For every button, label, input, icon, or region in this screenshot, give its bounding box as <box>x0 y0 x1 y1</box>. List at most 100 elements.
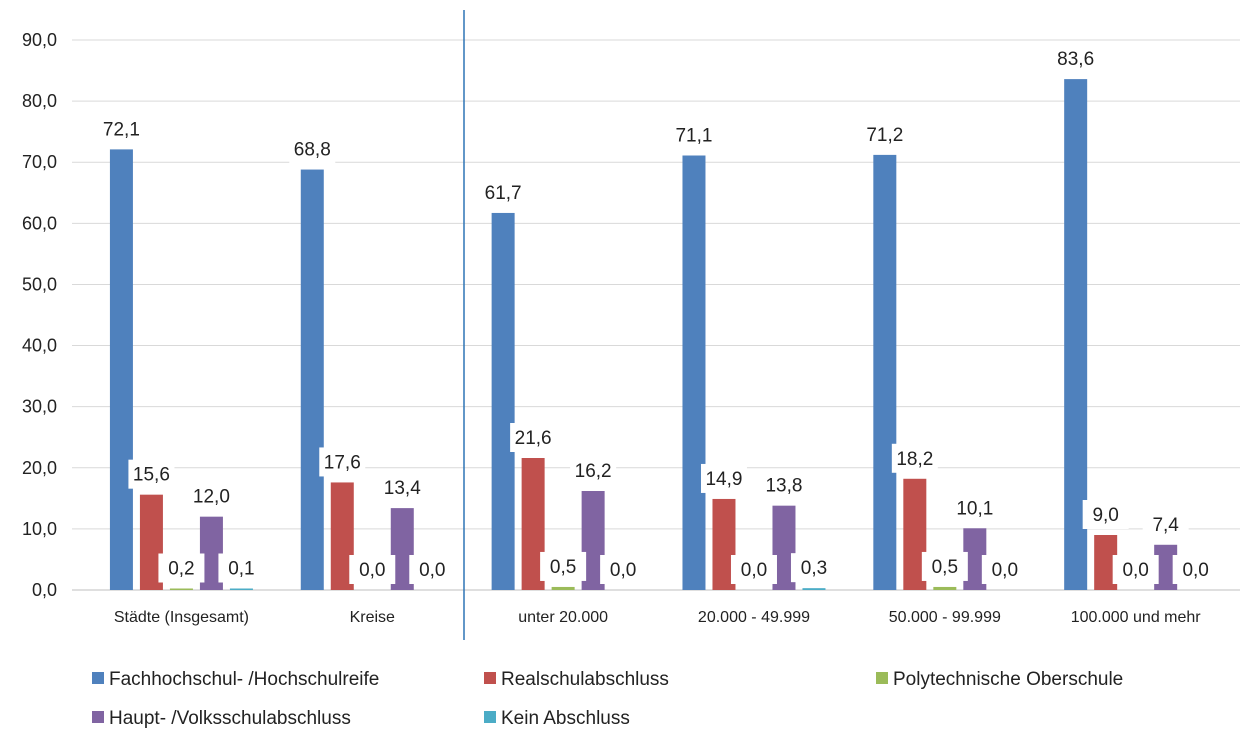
bar <box>802 588 826 590</box>
bar <box>491 212 515 590</box>
data-label-bg <box>1142 509 1189 539</box>
bar <box>229 588 253 590</box>
x-category-label: 20.000 - 49.999 <box>698 609 810 626</box>
bar <box>1094 535 1118 590</box>
legend-swatch <box>484 711 496 723</box>
y-tick-label: 50,0 <box>22 274 57 294</box>
data-label-bg <box>480 177 527 207</box>
data-label: 16,2 <box>575 461 612 482</box>
legend-swatch <box>484 672 496 684</box>
data-label: 0,0 <box>1182 560 1208 581</box>
data-label-bg <box>158 553 205 583</box>
data-label-bg <box>600 555 647 584</box>
legend-swatch <box>92 672 104 684</box>
bar <box>581 491 605 590</box>
data-label: 0,0 <box>359 560 385 581</box>
data-label: 17,6 <box>324 452 361 473</box>
data-label: 13,4 <box>384 478 421 499</box>
bar <box>682 155 706 590</box>
bar <box>330 482 354 590</box>
data-label: 0,3 <box>801 558 827 579</box>
data-label: 0,1 <box>228 559 254 580</box>
bar <box>169 588 193 590</box>
data-label-bg <box>218 553 265 583</box>
data-label: 14,9 <box>705 469 742 490</box>
bar <box>300 169 324 591</box>
x-category-label: Städte (Insgesamt) <box>114 609 249 626</box>
data-label: 12,0 <box>193 487 230 508</box>
data-label-bg <box>760 470 807 500</box>
bar <box>963 528 987 590</box>
data-label: 68,8 <box>294 140 331 161</box>
data-label: 0,0 <box>741 560 767 581</box>
data-label-bg <box>1052 44 1099 74</box>
y-tick-label: 90,0 <box>22 30 57 50</box>
data-label: 15,6 <box>133 465 170 486</box>
data-label-bg <box>700 463 747 493</box>
bars <box>109 79 1178 591</box>
legend-label: Realschulabschluss <box>501 669 669 690</box>
data-label: 71,2 <box>866 125 903 146</box>
legend-label: Kein Abschluss <box>501 708 630 729</box>
data-label-bg <box>790 553 837 583</box>
y-tick-label: 0,0 <box>32 580 57 600</box>
data-label: 0,0 <box>992 560 1018 581</box>
data-label: 83,6 <box>1057 49 1094 70</box>
data-label-bg <box>1082 500 1129 529</box>
bar <box>109 149 133 590</box>
data-label-bg <box>409 555 456 584</box>
bar <box>933 586 957 590</box>
data-label: 0,5 <box>932 557 958 578</box>
bar <box>1154 544 1178 590</box>
y-tick-label: 70,0 <box>22 152 57 172</box>
data-label: 10,1 <box>956 498 993 519</box>
data-label: 0,0 <box>610 560 636 581</box>
data-label-bg <box>98 114 145 144</box>
bar <box>903 478 927 590</box>
data-label: 18,2 <box>896 449 933 470</box>
data-label-bg <box>1112 555 1159 584</box>
bar <box>712 498 736 590</box>
y-tick-label: 30,0 <box>22 397 57 417</box>
data-label-bg <box>289 134 336 164</box>
data-label: 9,0 <box>1092 505 1118 526</box>
x-axis-categories: Städte (Insgesamt) Kreise unter 20.000 20.0… <box>114 609 1201 626</box>
data-label: 7,4 <box>1152 515 1179 536</box>
data-label: 0,2 <box>168 559 194 580</box>
grid-lines <box>72 39 1240 591</box>
data-label: 71,1 <box>675 126 712 147</box>
data-label: 0,0 <box>419 560 445 581</box>
data-label: 61,7 <box>485 183 522 204</box>
data-label-bg <box>319 447 366 477</box>
data-labels: 72,1 15,6 0,2 12,0 0,1 68,8 17,6 0,0 13,4 0,0 61,7… <box>98 44 1219 584</box>
x-category-label: 100.000 und mehr <box>1071 609 1202 626</box>
y-tick-label: 10,0 <box>22 519 57 539</box>
data-label-bg <box>981 555 1028 584</box>
bar <box>1064 79 1088 590</box>
x-category-label: unter 20.000 <box>518 609 608 626</box>
data-label-bg <box>730 555 777 584</box>
bar <box>390 508 414 590</box>
bar <box>873 154 897 590</box>
data-label-bg <box>188 481 235 511</box>
data-label-bg <box>1172 555 1219 584</box>
y-tick-label: 20,0 <box>22 458 57 478</box>
data-label-bg <box>921 551 968 581</box>
legend-label: Fachhochschul- /Hochschulreife <box>109 669 379 690</box>
data-label-bg <box>951 493 998 523</box>
data-label-bg <box>861 119 908 149</box>
x-category-label: Kreise <box>350 609 395 626</box>
data-label-bg <box>670 120 717 150</box>
legend-swatch <box>876 672 888 684</box>
bar <box>551 586 575 590</box>
data-label-bg <box>891 443 938 473</box>
y-tick-label: 80,0 <box>22 91 57 111</box>
bar <box>521 458 545 590</box>
data-label-bg <box>379 473 426 503</box>
data-label-bg <box>128 459 175 489</box>
data-label: 13,8 <box>765 476 802 497</box>
bar <box>199 516 223 590</box>
bar <box>772 505 796 590</box>
data-label: 0,5 <box>550 557 576 578</box>
